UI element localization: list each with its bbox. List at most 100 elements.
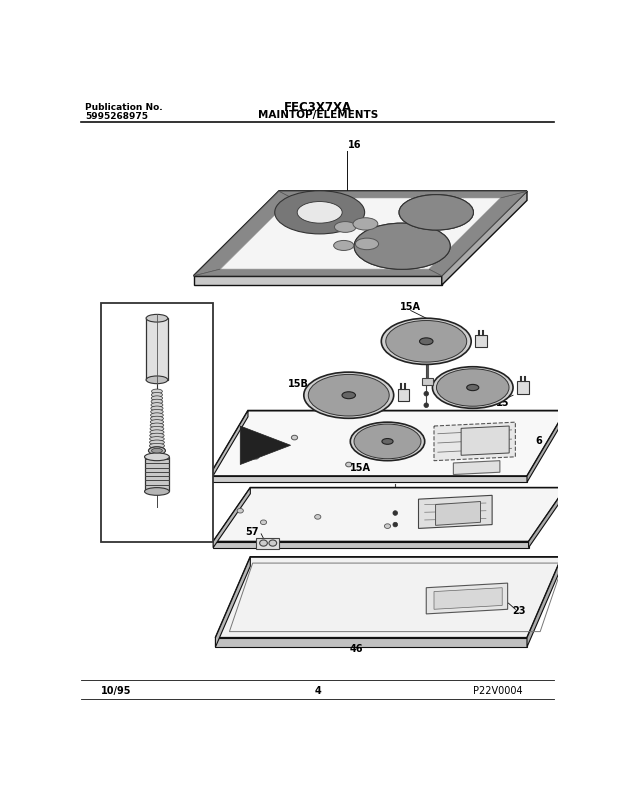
Ellipse shape (149, 444, 164, 448)
Ellipse shape (334, 221, 356, 233)
Polygon shape (475, 335, 487, 347)
Ellipse shape (393, 511, 397, 516)
Text: 15B: 15B (288, 379, 309, 388)
Ellipse shape (260, 540, 267, 546)
Ellipse shape (146, 314, 168, 322)
Ellipse shape (332, 386, 366, 404)
Ellipse shape (447, 374, 498, 401)
Polygon shape (216, 638, 527, 647)
Ellipse shape (359, 426, 416, 456)
Ellipse shape (386, 320, 467, 362)
Ellipse shape (383, 439, 392, 444)
Ellipse shape (144, 453, 169, 460)
Polygon shape (213, 542, 528, 547)
Ellipse shape (151, 403, 163, 407)
Ellipse shape (353, 218, 378, 230)
Ellipse shape (148, 447, 166, 455)
Ellipse shape (354, 223, 450, 269)
Polygon shape (429, 191, 527, 276)
Text: 52: 52 (128, 483, 142, 493)
Ellipse shape (424, 392, 428, 396)
Polygon shape (216, 557, 562, 638)
Text: 10/95: 10/95 (100, 687, 131, 696)
Ellipse shape (354, 223, 450, 269)
Text: Publication No.: Publication No. (86, 103, 163, 112)
Ellipse shape (452, 377, 494, 398)
Text: 15: 15 (495, 398, 509, 408)
Ellipse shape (467, 384, 479, 391)
Ellipse shape (314, 377, 383, 413)
Ellipse shape (409, 332, 443, 350)
Ellipse shape (237, 509, 243, 513)
Ellipse shape (146, 376, 168, 384)
Polygon shape (221, 198, 500, 269)
Ellipse shape (297, 202, 342, 223)
Ellipse shape (355, 238, 379, 250)
Ellipse shape (308, 374, 389, 416)
Ellipse shape (150, 423, 164, 428)
Ellipse shape (314, 515, 321, 519)
Ellipse shape (334, 240, 354, 251)
Ellipse shape (368, 432, 407, 452)
Ellipse shape (275, 191, 365, 234)
Ellipse shape (384, 524, 391, 528)
Polygon shape (528, 487, 565, 547)
Ellipse shape (151, 413, 163, 418)
Text: 15A: 15A (350, 464, 371, 473)
Polygon shape (422, 378, 433, 385)
Ellipse shape (399, 195, 474, 230)
Ellipse shape (149, 437, 164, 441)
Ellipse shape (436, 369, 509, 407)
Text: 57: 57 (245, 528, 259, 537)
Polygon shape (418, 495, 492, 528)
Polygon shape (100, 303, 213, 542)
Ellipse shape (397, 327, 455, 356)
Polygon shape (193, 276, 441, 285)
Ellipse shape (350, 422, 425, 460)
Ellipse shape (149, 440, 164, 445)
Ellipse shape (150, 426, 164, 431)
Ellipse shape (291, 435, 298, 440)
Ellipse shape (467, 385, 478, 390)
Polygon shape (193, 191, 292, 276)
Polygon shape (216, 557, 250, 647)
Ellipse shape (151, 416, 164, 421)
Polygon shape (435, 501, 480, 525)
Ellipse shape (269, 540, 277, 546)
Ellipse shape (253, 455, 259, 459)
Text: FEC3X7XA: FEC3X7XA (284, 101, 352, 114)
Ellipse shape (373, 434, 402, 448)
Ellipse shape (151, 392, 162, 397)
Ellipse shape (346, 462, 352, 467)
Text: P22V0004: P22V0004 (472, 687, 523, 696)
Text: MAINTOP/ELEMENTS: MAINTOP/ELEMENTS (258, 110, 378, 120)
Ellipse shape (151, 389, 162, 394)
Text: 46: 46 (350, 645, 363, 654)
Ellipse shape (457, 380, 489, 396)
Ellipse shape (260, 520, 267, 524)
Polygon shape (527, 557, 562, 647)
Text: 5995268975: 5995268975 (86, 112, 148, 121)
Ellipse shape (463, 382, 483, 393)
Polygon shape (210, 411, 248, 483)
Polygon shape (461, 426, 509, 456)
Ellipse shape (441, 372, 504, 403)
Text: 15A: 15A (401, 301, 421, 312)
Ellipse shape (420, 339, 432, 344)
Ellipse shape (343, 392, 355, 398)
Polygon shape (427, 583, 508, 614)
Polygon shape (210, 476, 527, 483)
Polygon shape (213, 487, 565, 542)
Text: 16: 16 (348, 140, 361, 150)
Ellipse shape (424, 403, 428, 407)
Text: 58: 58 (128, 417, 142, 427)
Ellipse shape (403, 329, 450, 354)
Ellipse shape (361, 451, 367, 456)
Polygon shape (434, 588, 502, 609)
Ellipse shape (150, 420, 164, 424)
Polygon shape (255, 538, 279, 549)
Polygon shape (527, 411, 565, 483)
Polygon shape (193, 191, 527, 276)
Polygon shape (144, 457, 169, 491)
Ellipse shape (420, 338, 433, 345)
